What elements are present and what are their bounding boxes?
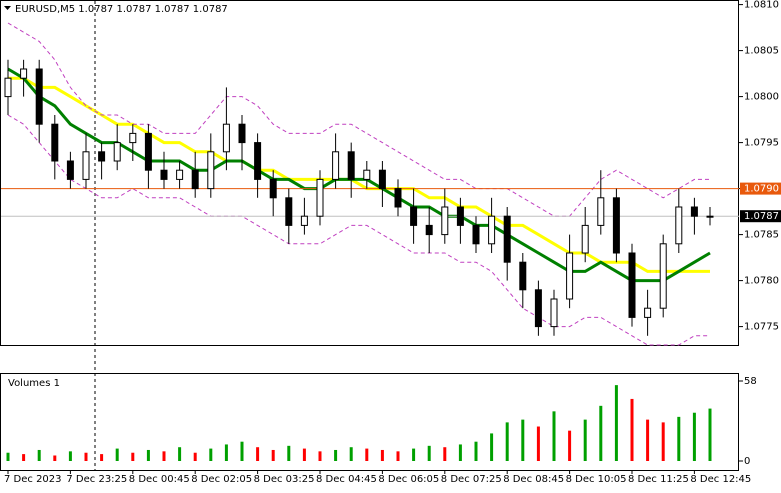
candle-body <box>456 206 464 226</box>
candle-body <box>269 178 277 199</box>
candle-body <box>503 215 511 263</box>
y-tick-label: 1.0805 <box>744 46 779 57</box>
x-tick-label: 8 Dec 03:25 <box>254 474 315 485</box>
y-tick-label: 0 <box>744 456 750 467</box>
candle-body <box>363 169 371 180</box>
candle-body <box>98 151 106 162</box>
x-tick-label: 8 Dec 10:05 <box>566 474 627 485</box>
candle-body <box>207 151 215 190</box>
candle-body <box>534 289 542 328</box>
candle-body <box>597 197 605 226</box>
candle-body <box>176 169 184 180</box>
dropdown-icon <box>4 6 11 10</box>
candle-body <box>35 68 43 125</box>
candle-body <box>51 123 59 162</box>
candle-body <box>160 169 168 180</box>
price-title: EURUSD,M5 1.0787 1.0787 1.0787 1.0787 <box>15 4 228 15</box>
candle-body <box>472 224 480 245</box>
x-tick-label: 8 Dec 00:45 <box>129 474 190 485</box>
x-tick-label: 8 Dec 08:45 <box>503 474 564 485</box>
candle-body <box>222 123 230 153</box>
candle-body <box>706 215 714 218</box>
candle-body <box>20 68 28 79</box>
candle-body <box>612 197 620 254</box>
candle-body <box>347 151 355 180</box>
x-tick-label: 8 Dec 07:25 <box>441 474 502 485</box>
candle-body <box>378 169 386 190</box>
candle-body <box>410 206 418 226</box>
indicator-line <box>7 67 711 283</box>
candle-body <box>628 252 636 318</box>
indicator-line <box>7 114 710 346</box>
candle-body <box>300 215 308 226</box>
candle-body <box>238 123 246 144</box>
price-level-label: 1.0790 <box>744 184 779 195</box>
y-tick-label: 1.0785 <box>744 230 779 241</box>
candle-body <box>113 142 121 162</box>
candle-body <box>332 151 340 180</box>
x-tick-label: 8 Dec 04:45 <box>316 474 377 485</box>
indicator-line <box>8 76 710 273</box>
x-tick-label: 8 Dec 06:05 <box>378 474 439 485</box>
price-level-tag <box>740 182 781 195</box>
last-price-tag <box>740 210 781 223</box>
y-tick-label: 1.0795 <box>744 138 779 149</box>
candle-body <box>394 188 402 208</box>
y-tick-label: 1.0810 <box>744 0 779 11</box>
candle-body <box>254 142 262 180</box>
candle-body <box>129 132 137 144</box>
candle-body <box>519 261 527 291</box>
last-price-label: 1.0787 <box>744 211 779 222</box>
candle-body <box>316 178 324 217</box>
candle-body <box>644 307 652 318</box>
candle-body <box>4 77 12 98</box>
candle-body <box>690 206 698 217</box>
x-tick-label: 8 Dec 11:25 <box>628 474 689 485</box>
candle-body <box>144 132 152 171</box>
candle-body <box>659 243 667 309</box>
candle-body <box>550 298 558 328</box>
candle-body <box>285 197 293 226</box>
candle-body <box>66 160 74 180</box>
x-tick-label: 7 Dec 23:25 <box>66 474 127 485</box>
candle-body <box>425 224 433 236</box>
volume-title: Volumes 1 <box>8 378 60 389</box>
x-tick-label: 8 Dec 02:05 <box>191 474 252 485</box>
candle-body <box>441 206 449 236</box>
x-tick-label: 8 Dec 12:45 <box>690 474 751 485</box>
y-tick-label: 1.0800 <box>744 92 779 103</box>
y-tick-label: 1.0775 <box>744 322 779 333</box>
candle-body <box>488 215 496 245</box>
candle-body <box>566 252 574 300</box>
volume-pane <box>0 373 739 471</box>
candle-body <box>675 206 683 245</box>
candle-body <box>581 224 589 254</box>
candle-body <box>191 169 199 190</box>
y-tick-label: 58 <box>744 376 757 387</box>
x-tick-label: 7 Dec 2023 <box>4 474 62 485</box>
y-tick-label: 1.0780 <box>744 276 779 287</box>
candle-body <box>82 151 90 180</box>
